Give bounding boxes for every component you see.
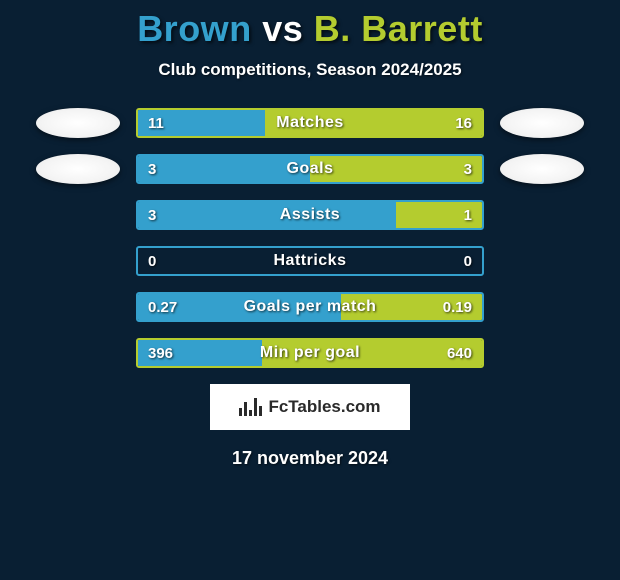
stat-label: Min per goal [138,344,482,362]
stat-value-right: 16 [455,115,472,132]
stat-label: Goals per match [138,298,482,316]
player2-avatar [500,108,584,138]
chart-icon [239,398,262,416]
stat-label: Assists [138,206,482,224]
stat-bar: 3Assists1 [136,200,484,230]
player2-name: B. Barrett [314,8,483,49]
comparison-title: Brown vs B. Barrett [0,0,620,50]
stat-value-right: 1 [464,207,472,224]
stat-bar: 3Goals3 [136,154,484,184]
stat-bar: 0Hattricks0 [136,246,484,276]
stat-value-right: 3 [464,161,472,178]
stat-row: 3Goals3 [0,154,620,184]
stat-row: 396Min per goal640 [0,338,620,368]
stat-value-right: 0.19 [443,299,472,316]
stat-value-right: 0 [464,253,472,270]
stat-bar: 0.27Goals per match0.19 [136,292,484,322]
stat-bar: 396Min per goal640 [136,338,484,368]
stat-label: Matches [138,114,482,132]
stat-value-right: 640 [447,345,472,362]
fctables-badge: FcTables.com [210,384,410,430]
date-label: 17 november 2024 [0,448,620,469]
stat-label: Hattricks [138,252,482,270]
player1-name: Brown [137,8,252,49]
player1-avatar [36,154,120,184]
stats-container: 11Matches163Goals33Assists10Hattricks00.… [0,108,620,368]
subtitle: Club competitions, Season 2024/2025 [0,60,620,80]
stat-row: 3Assists1 [0,200,620,230]
stat-row: 0.27Goals per match0.19 [0,292,620,322]
fctables-label: FcTables.com [268,397,380,417]
stat-row: 0Hattricks0 [0,246,620,276]
player1-avatar [36,108,120,138]
vs-text: vs [262,8,303,49]
player2-avatar [500,154,584,184]
stat-row: 11Matches16 [0,108,620,138]
stat-label: Goals [138,160,482,178]
stat-bar: 11Matches16 [136,108,484,138]
